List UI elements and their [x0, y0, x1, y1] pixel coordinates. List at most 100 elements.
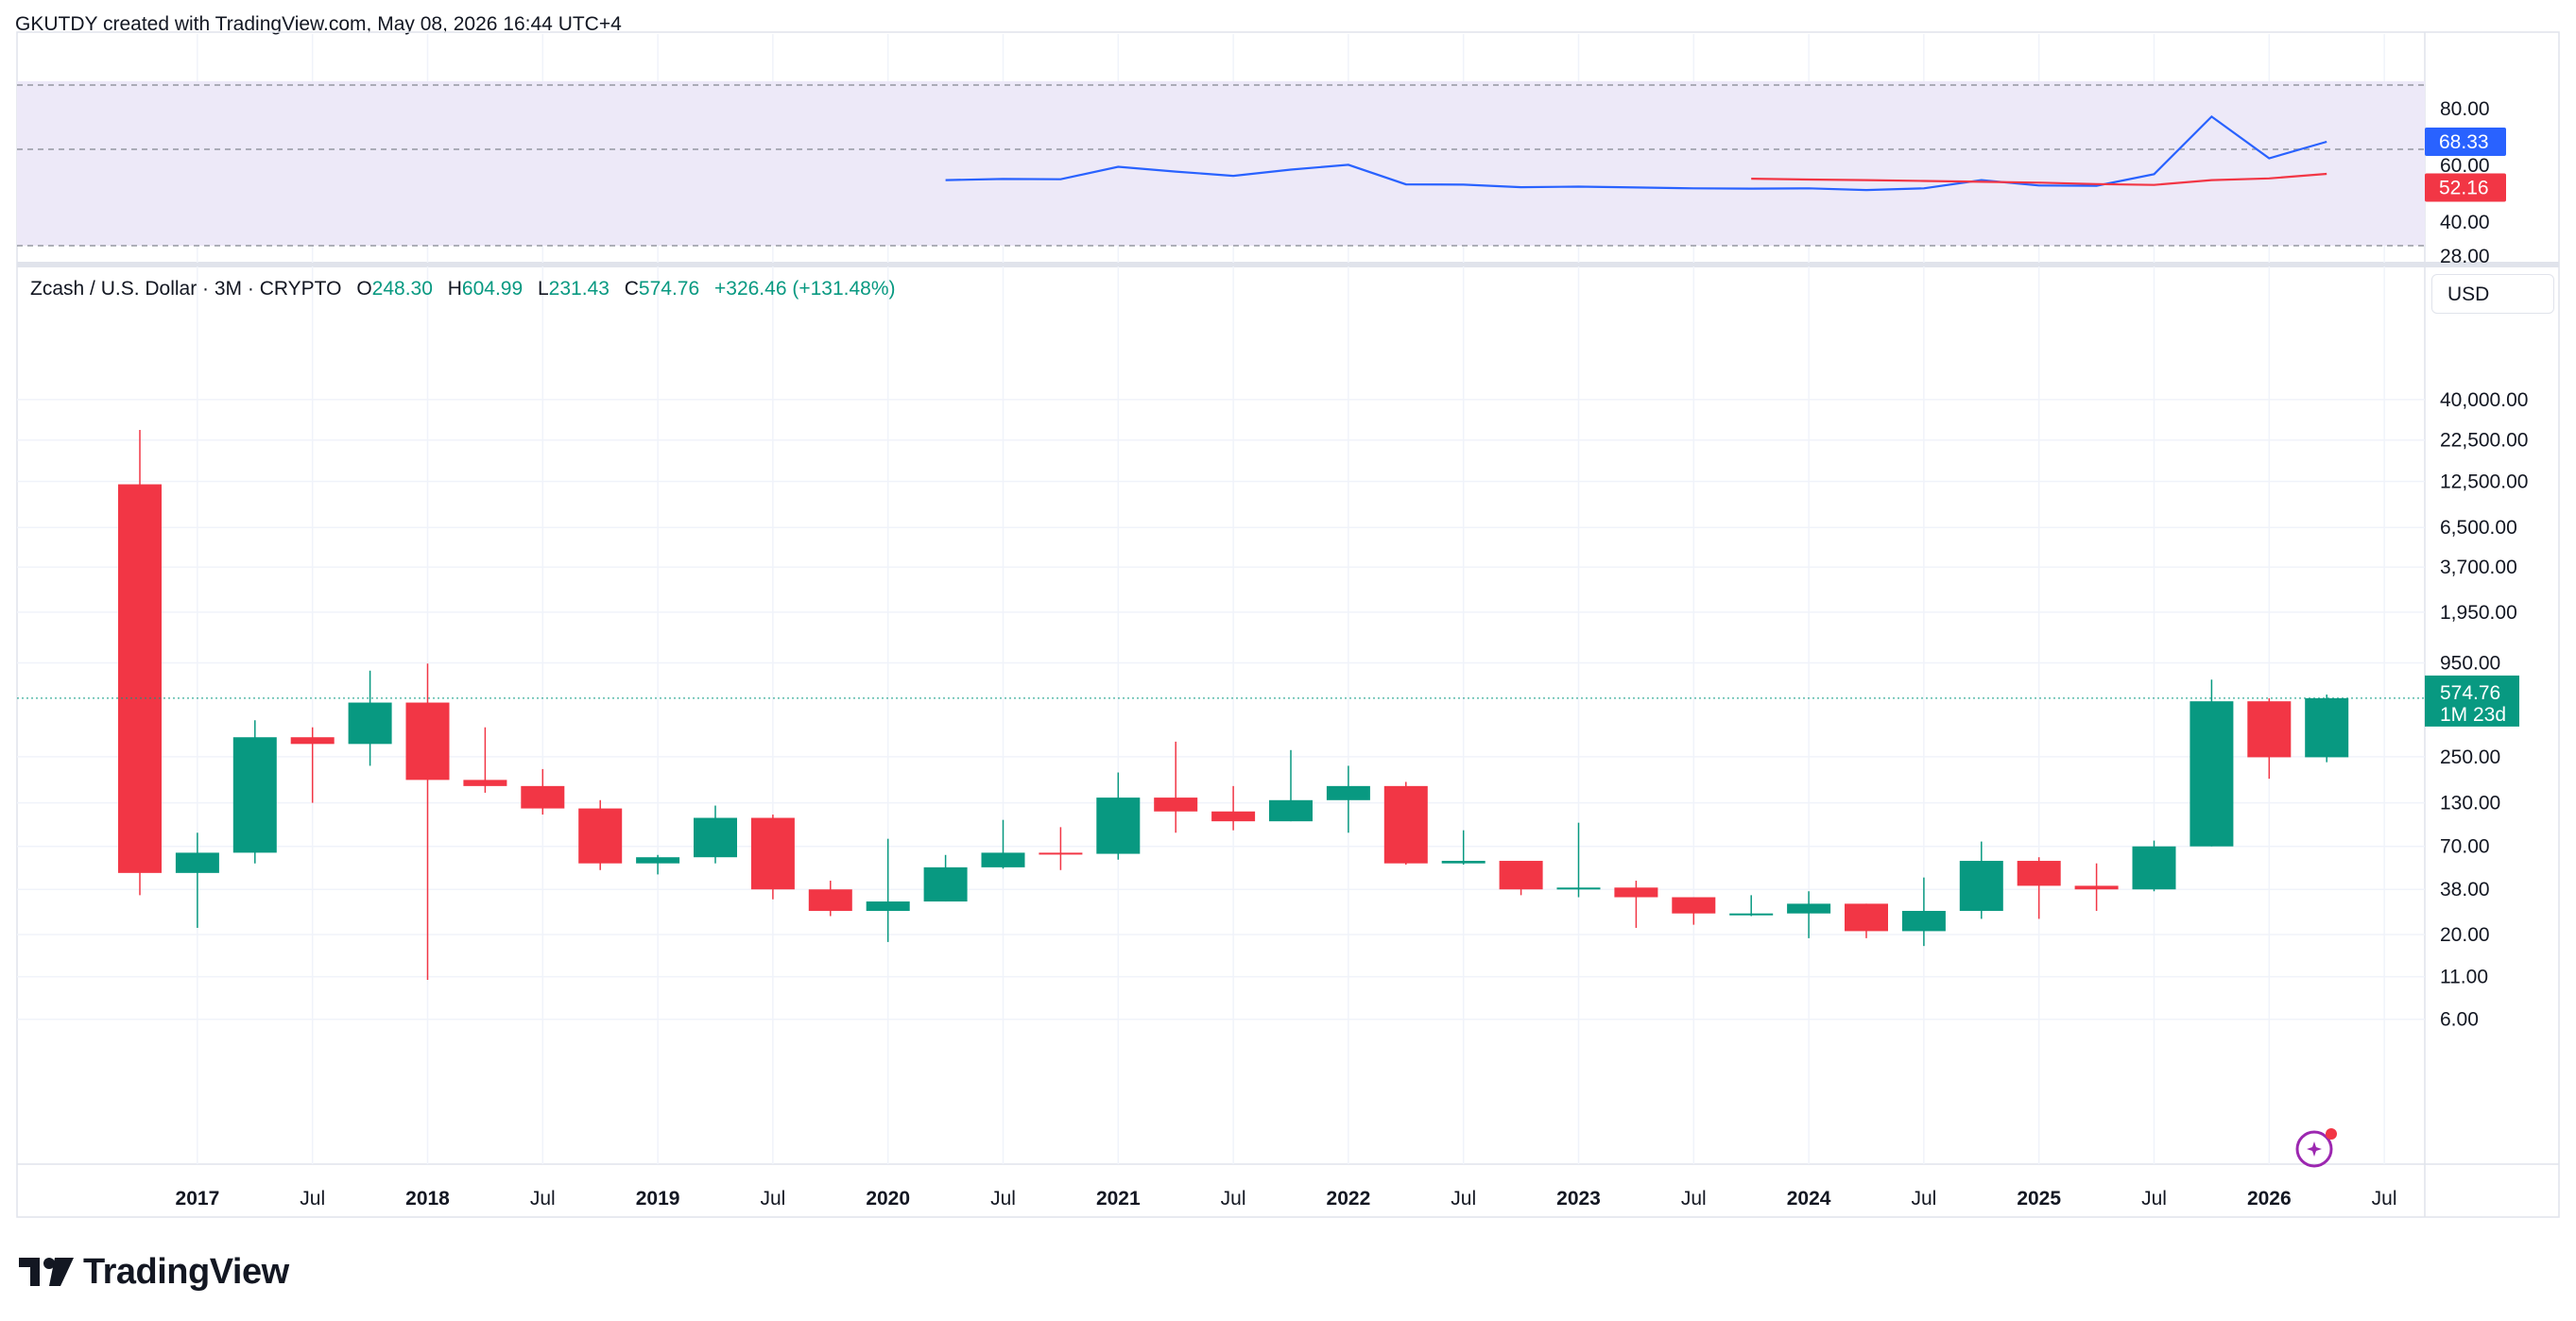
candle-body [405, 702, 450, 781]
candle-body [1614, 887, 1658, 898]
candle-body [1441, 861, 1485, 864]
last-price-badge-countdown: 1M 23d [2440, 704, 2506, 726]
candle-body [118, 484, 162, 873]
open-label: O [356, 278, 372, 300]
candle-body [923, 866, 968, 902]
time-axis-tick-label: Jul [1681, 1188, 1707, 1209]
candle-body [290, 737, 335, 745]
high-label: H [447, 278, 462, 300]
rsi-ma-badge-text: 52.16 [2439, 178, 2489, 199]
time-axis-tick-label: Jul [2141, 1188, 2167, 1209]
time-axis-tick-label: 2019 [636, 1188, 680, 1209]
time-axis-tick-label: 2023 [1556, 1188, 1601, 1209]
close-value: 574.76 [638, 278, 700, 300]
symbol-title[interactable]: Zcash / U.S. Dollar · 3M · CRYPTO [30, 278, 342, 300]
candlestick-series[interactable] [17, 429, 2425, 981]
candle-body [2247, 701, 2292, 758]
candle-body [1039, 852, 1083, 855]
rsi-line [945, 114, 2327, 192]
candle-body [866, 901, 910, 911]
candle-body [1729, 913, 1774, 916]
candle-body [1096, 798, 1141, 854]
time-axis-tick-label: Jul [1451, 1188, 1476, 1209]
rsi-axis-tick-label: 40.00 [2440, 212, 2490, 233]
candle-body [1672, 897, 1716, 914]
time-axis-tick-label: 2025 [2017, 1188, 2061, 1209]
candle-body [636, 857, 680, 864]
candle-body [2190, 701, 2234, 847]
open-value: 248.30 [371, 278, 433, 300]
rsi-pane[interactable] [17, 81, 2425, 247]
rsi-axis-tick-label: 60.00 [2440, 155, 2490, 177]
price-axis-tick-label: 20.00 [2440, 924, 2490, 946]
symbol-legend: Zcash / U.S. Dollar · 3M · CRYPTO O248.3… [30, 278, 895, 300]
candle-body [694, 817, 737, 858]
candle-body [348, 702, 392, 745]
candle-body [1269, 799, 1313, 822]
candle-body [1154, 798, 1198, 812]
candle-body [232, 737, 277, 853]
candle-body [808, 889, 852, 911]
high-value: 604.99 [461, 278, 524, 300]
price-axis-tick-label: 3,700.00 [2440, 557, 2517, 578]
chart-credit: GKUTDY created with TradingView.com, May… [15, 13, 622, 35]
candle-body [1556, 887, 1601, 890]
time-axis-tick-label: 2020 [866, 1188, 910, 1209]
time-axis-tick-label: Jul [1221, 1188, 1246, 1209]
time-axis-tick-label: 2021 [1096, 1188, 1141, 1209]
price-axis-tick-label: 70.00 [2440, 836, 2490, 858]
time-axis-tick-label: 2024 [1787, 1188, 1831, 1209]
tradingview-logo-icon [19, 1258, 74, 1286]
candle-body [750, 817, 795, 890]
candle-body [1326, 785, 1370, 800]
candle-body [1901, 910, 1946, 932]
candle-body [175, 852, 219, 873]
price-axis-tick-label: 250.00 [2440, 746, 2500, 768]
rsi-background-band [17, 81, 2425, 246]
candle-body [2305, 697, 2349, 758]
candle-body [2017, 861, 2061, 886]
tradingview-logo[interactable]: TradingView [19, 1251, 289, 1292]
time-axis-tick-label: Jul [1911, 1188, 1936, 1209]
low-value: 231.43 [548, 278, 610, 300]
close-label: C [624, 278, 639, 300]
time-axis-tick-label: Jul [760, 1188, 785, 1209]
rsi-ma-line [1751, 172, 2327, 186]
candle-body [1959, 861, 2003, 911]
price-axis-tick-label: 950.00 [2440, 652, 2500, 674]
replay-sparkle-icon[interactable] [2295, 1128, 2337, 1168]
brand-name: TradingView [83, 1251, 289, 1292]
change-value: +326.46 (+131.48%) [714, 278, 896, 300]
last-price-badge-value: 574.76 [2440, 682, 2500, 704]
time-axis-tick-label: 2026 [2247, 1188, 2292, 1209]
price-axis-tick-label: 38.00 [2440, 879, 2490, 901]
candle-body [1383, 785, 1428, 864]
axes: 80.00 60.00 40.00 28.00 40,000.00 22,500.00 12… [176, 98, 2529, 1209]
low-label: L [537, 278, 549, 300]
currency-button[interactable]: USD [2431, 274, 2554, 314]
candle-body [521, 785, 565, 809]
time-axis-tick-label: Jul [990, 1188, 1016, 1209]
time-axis-tick-label: Jul [2372, 1188, 2397, 1209]
last-price-badge [2425, 675, 2519, 727]
candle-body [1787, 903, 1831, 914]
rsi-value-badge-text: 68.33 [2439, 131, 2489, 153]
price-axis-tick-label: 6,500.00 [2440, 517, 2517, 539]
grid-lines [17, 34, 2425, 1164]
price-axis-tick-label: 6.00 [2440, 1009, 2479, 1031]
rsi-value-badge [2425, 128, 2506, 157]
time-axis-tick-label: Jul [530, 1188, 556, 1209]
time-axis-tick-label: 2018 [405, 1188, 450, 1209]
price-axis-tick-label: 130.00 [2440, 793, 2500, 815]
candle-body [1499, 861, 1543, 890]
price-axis-tick-label: 22,500.00 [2440, 430, 2528, 452]
time-axis-tick-label: 2022 [1327, 1188, 1371, 1209]
rsi-ma-badge [2425, 173, 2506, 202]
price-axis-tick-label: 11.00 [2440, 967, 2488, 988]
rsi-axis-tick-label: 28.00 [2440, 246, 2490, 267]
candle-body [2074, 885, 2119, 890]
price-axis-tick-label: 1,950.00 [2440, 602, 2517, 624]
price-axis-tick-label: 40,000.00 [2440, 389, 2528, 411]
